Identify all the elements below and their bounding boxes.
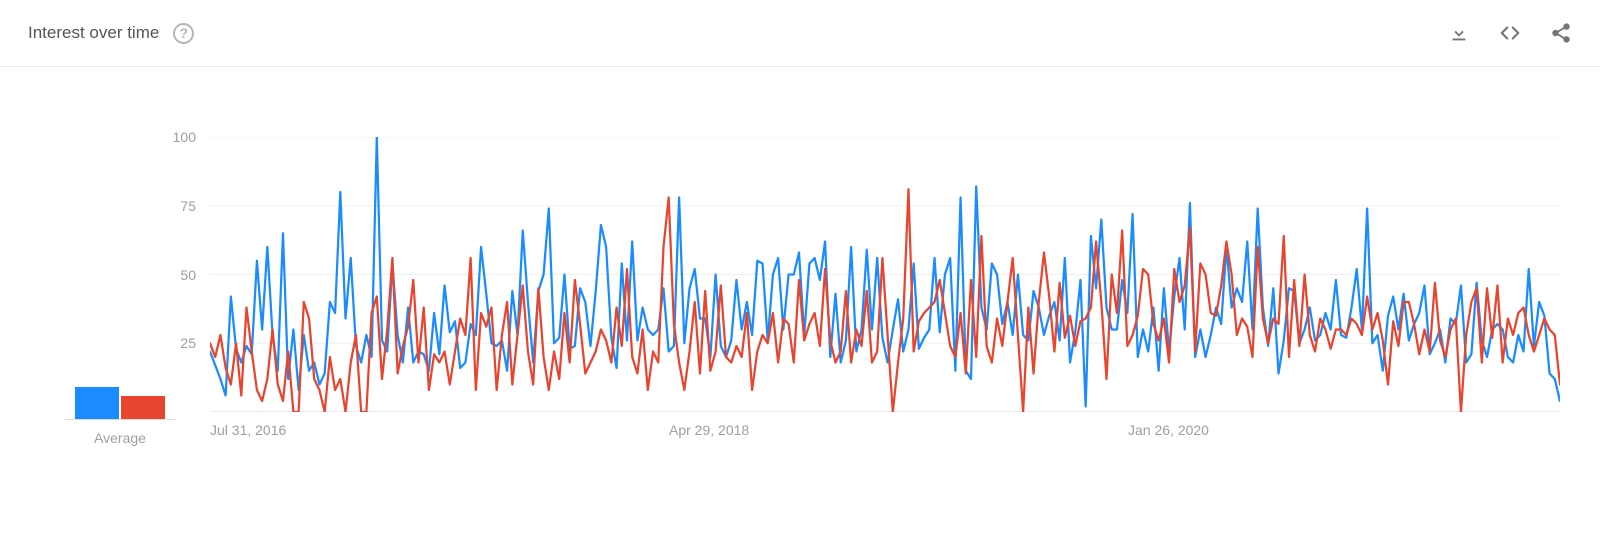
chart-area: Average 255075100 Jul 31, 2016Apr 29, 20… [0, 67, 1600, 486]
title-group: Interest over time ? [28, 23, 194, 44]
trend-panel: 255075100 Jul 31, 2016 Apr 29, 2018 Jan 26… [210, 137, 1560, 446]
x-tick-label: Apr 29, 2018 [669, 422, 749, 438]
panel-title: Interest over time [28, 23, 159, 43]
trend-line [210, 189, 1560, 412]
avg-bar [75, 387, 119, 419]
x-tick-label: Jan 26, 2020 [1128, 422, 1209, 438]
trend-canvas: 255075100 [210, 137, 1560, 412]
y-tick-label: 50 [180, 267, 210, 283]
embed-icon[interactable] [1498, 22, 1522, 44]
actions-group [1448, 22, 1572, 44]
avg-bar [121, 396, 165, 419]
download-icon[interactable] [1448, 22, 1470, 44]
averages-label: Average [94, 430, 146, 446]
y-tick-label: 75 [180, 198, 210, 214]
averages-panel: Average [40, 325, 200, 446]
panel-header: Interest over time ? [0, 0, 1600, 67]
trend-line [210, 137, 1560, 407]
x-tick-label: Jul 31, 2016 [210, 422, 286, 438]
averages-bars [65, 325, 175, 420]
share-icon[interactable] [1550, 22, 1572, 44]
help-icon[interactable]: ? [173, 23, 194, 44]
y-tick-label: 25 [180, 335, 210, 351]
x-axis-ticks: Jul 31, 2016 Apr 29, 2018 Jan 26, 2020 [210, 422, 1560, 446]
y-tick-label: 100 [173, 129, 210, 145]
